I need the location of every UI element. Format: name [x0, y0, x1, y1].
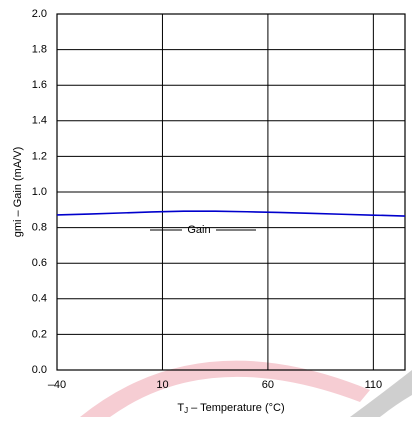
x-label-part: T	[177, 402, 184, 414]
y-tick-label: 0.2	[32, 328, 47, 340]
y-axis-label: gmi – Gain (mA/V)	[12, 147, 24, 237]
line-series	[56, 210, 406, 217]
watermark-arc	[80, 360, 370, 417]
y-tick-label: 1.2	[32, 150, 47, 162]
y-tick-label: 0.6	[32, 257, 47, 269]
y-tick-label: 1.8	[32, 44, 47, 56]
x-axis-label: TJ – Temperature (°C)	[177, 402, 284, 415]
watermark-arc	[350, 370, 412, 417]
x-tick-label: –40	[48, 379, 66, 391]
x-tick-label: 60	[262, 379, 274, 391]
x-label-subscript: J	[184, 406, 188, 415]
x-label-part: – Temperature (°C)	[188, 402, 285, 414]
y-tick-label: 1.4	[32, 115, 47, 127]
y-tick-label: 1.0	[32, 186, 47, 198]
y-tick-label: 0.0	[32, 364, 47, 376]
y-tick-label: 0.8	[32, 222, 47, 234]
x-tick-label: 10	[156, 379, 168, 391]
x-tick-label: 110	[365, 379, 383, 391]
annotation: Gain	[187, 224, 210, 236]
y-tick-label: 2.0	[32, 8, 47, 20]
y-tick-label: 0.4	[32, 293, 47, 305]
y-tick-label: 1.6	[32, 79, 47, 91]
